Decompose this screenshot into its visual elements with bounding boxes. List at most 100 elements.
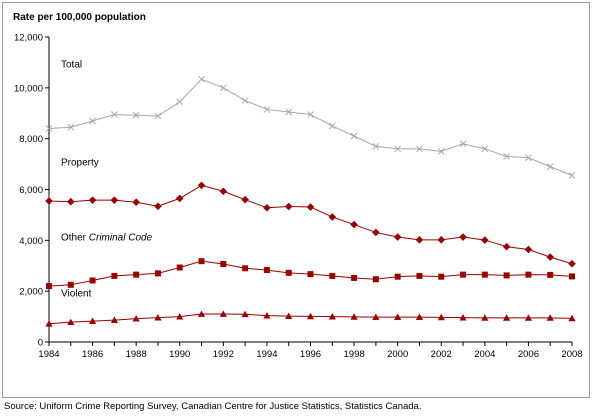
data-point-diamond: [524, 245, 533, 254]
y-tick-label: 0: [38, 338, 43, 349]
series-line: [48, 184, 573, 265]
marker-stroke: [568, 172, 576, 179]
data-point-x-marker: [132, 111, 140, 119]
data-point-x-marker: [154, 112, 162, 120]
data-point-x-marker: [263, 106, 271, 113]
series-label-part: Violent: [61, 288, 92, 299]
marker-stroke: [437, 148, 445, 155]
data-point-triangle: [394, 313, 402, 320]
data-point-triangle: [306, 312, 315, 320]
marker-stroke: [154, 112, 162, 120]
data-point-x-marker: [350, 132, 358, 140]
data-point-x-marker: [111, 111, 118, 118]
data-point-square: [67, 281, 74, 288]
data-point-x-marker: [198, 75, 205, 83]
ticks: 0 2,000 4,000 6,000 8,000 10,000 12,000 1984 198…: [14, 33, 583, 361]
data-point-diamond: [459, 233, 467, 241]
data-point-triangle: [197, 310, 206, 317]
data-point-triangle: [67, 318, 75, 326]
data-point-triangle: [132, 315, 140, 322]
data-point-square: [460, 271, 467, 278]
marker-stroke: [394, 145, 402, 153]
data-point-square: [329, 272, 336, 279]
data-point-square: [111, 272, 118, 279]
data-point-square: [438, 273, 445, 280]
data-point-square: [89, 277, 96, 284]
marker-stroke: [198, 75, 205, 83]
x-tick-label: 2006: [518, 349, 539, 360]
x-tick-label: 1984: [38, 349, 59, 360]
marker-stroke: [307, 111, 314, 118]
data-point-x-marker: [503, 153, 510, 160]
data-point-diamond: [568, 259, 576, 268]
x-tick-label: 2008: [561, 349, 582, 360]
data-point-x-marker: [394, 145, 402, 153]
marker-stroke: [132, 111, 140, 119]
x-tick-label: 1988: [126, 349, 147, 360]
data-point-x-marker: [437, 148, 445, 155]
data-point-diamond: [350, 220, 358, 229]
data-point-diamond: [241, 195, 249, 204]
data-point-diamond: [328, 213, 337, 221]
data-point-diamond: [372, 228, 380, 237]
data-point-triangle: [45, 320, 53, 327]
y-tick-label: 2,000: [19, 287, 43, 298]
marker-stroke: [263, 106, 271, 113]
data-point-x-marker: [45, 125, 53, 132]
marker-stroke: [416, 145, 423, 153]
data-point-diamond: [415, 236, 424, 244]
data-point-triangle: [524, 314, 533, 321]
data-point-triangle: [546, 314, 554, 321]
marker-stroke: [67, 123, 75, 131]
data-point-x-marker: [568, 172, 576, 179]
series-label-other-criminal-code: Other Criminal Code: [61, 232, 153, 243]
data-point-triangle: [503, 314, 511, 321]
marker-stroke: [372, 142, 380, 150]
marker-stroke: [481, 145, 489, 153]
data-point-x-marker: [328, 122, 336, 130]
series-label-part: Criminal Code: [89, 232, 153, 243]
axes: [48, 37, 572, 343]
x-tick-label: 1992: [213, 349, 234, 360]
data-point-diamond: [481, 236, 489, 244]
data-point-x-marker: [459, 140, 467, 148]
data-point-square: [416, 272, 423, 279]
data-point-diamond: [45, 197, 53, 205]
data-point-triangle: [219, 310, 227, 317]
data-point-triangle: [372, 313, 380, 320]
data-point-square: [46, 283, 52, 290]
data-point-triangle: [437, 313, 445, 321]
marker-stroke: [241, 97, 249, 104]
marker-stroke: [459, 140, 467, 148]
x-tick-label: 1998: [344, 349, 365, 360]
data-point-x-marker: [481, 145, 489, 153]
data-point-diamond: [66, 197, 75, 206]
data-point-square: [525, 271, 532, 278]
data-point-diamond: [197, 181, 206, 190]
data-point-x-marker: [89, 117, 96, 125]
marker-stroke: [328, 122, 336, 130]
series-label-violent: Violent: [61, 288, 92, 299]
x-tick-label: 2002: [431, 349, 452, 360]
data-point-x-marker: [285, 108, 293, 116]
series-label-total: Total: [61, 60, 82, 71]
series-property: [45, 181, 576, 268]
data-point-diamond: [437, 236, 446, 244]
data-point-square: [394, 273, 401, 280]
x-tick-label: 1990: [169, 349, 190, 360]
data-point-triangle: [110, 316, 118, 324]
data-point-diamond: [393, 233, 402, 241]
data-point-square: [569, 273, 575, 280]
data-point-square: [198, 258, 205, 265]
marker-stroke: [503, 153, 510, 160]
data-point-diamond: [502, 242, 511, 251]
data-point-square: [307, 271, 314, 278]
data-point-diamond: [175, 194, 184, 203]
series-total: [45, 75, 576, 179]
marker-stroke: [219, 84, 227, 92]
data-point-diamond: [110, 196, 119, 204]
data-point-x-marker: [176, 98, 184, 106]
chart-frame: Rate per 100,000 population 0 2,000 4,000 6…: [2, 2, 590, 398]
data-point-diamond: [306, 203, 315, 211]
data-point-triangle: [263, 311, 271, 319]
